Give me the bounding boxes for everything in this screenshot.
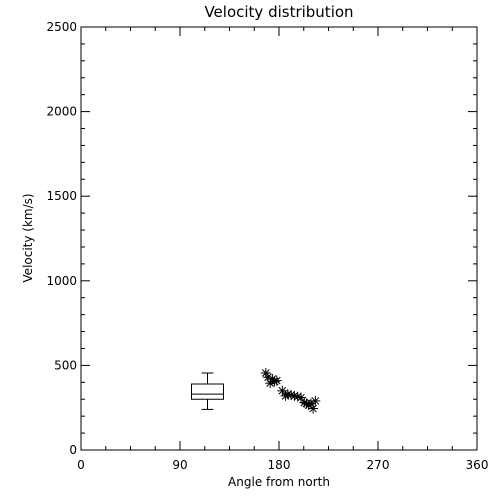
y-tick-label: 500 [54,358,77,372]
data-point [260,368,271,379]
data-point [271,375,282,386]
y-tick-label: 1500 [46,189,77,203]
y-axis-label: Velocity (km/s) [21,193,35,282]
data-point [277,385,288,396]
box-plot [191,372,224,410]
data-point [308,403,319,414]
y-tick-label: 2000 [46,105,77,119]
y-tick-label: 1000 [46,274,77,288]
data-point [310,395,321,406]
x-tick-label: 90 [172,458,187,472]
y-axis-ticks: 0 500 1000 1500 2000 2500 [46,20,477,457]
y-tick-label: 2500 [46,20,77,34]
x-tick-label: 270 [367,458,390,472]
x-axis-label: Angle from north [228,475,330,489]
x-tick-label: 360 [466,458,489,472]
x-axis-ticks: 0 90 180 270 360 [77,27,488,472]
chart-title: Velocity distribution [204,3,353,21]
box-iqr [191,383,224,400]
plot-frame [80,26,478,451]
y-tick-label: 0 [69,443,77,457]
x-tick-label: 180 [268,458,291,472]
scatter-points [260,368,321,414]
x-tick-label: 0 [77,458,85,472]
